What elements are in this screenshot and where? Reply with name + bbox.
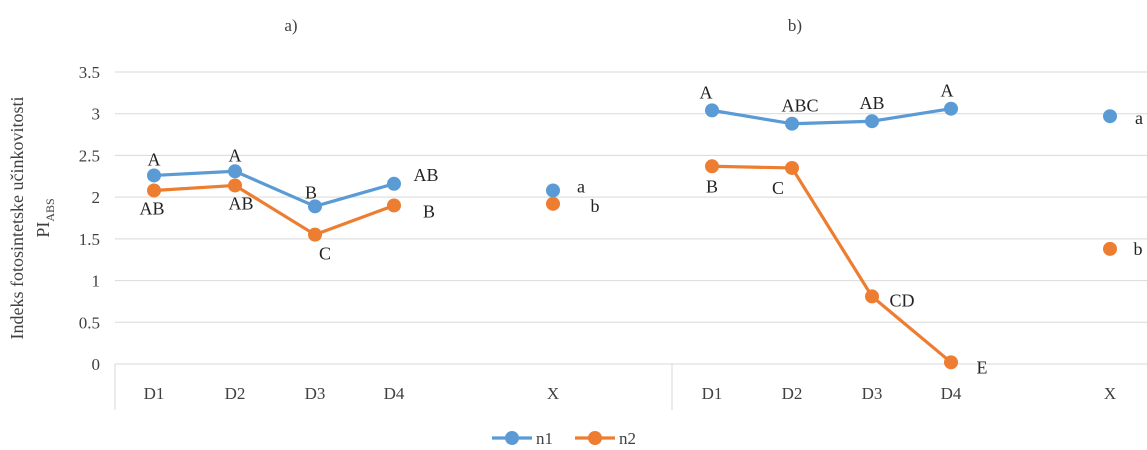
x-tick-label: D1 (702, 384, 723, 403)
data-label: AB (859, 93, 884, 113)
data-point (865, 114, 879, 129)
data-label: b (1134, 239, 1143, 259)
data-label: a (1135, 108, 1143, 128)
data-point (1103, 109, 1117, 124)
data-point (387, 176, 401, 191)
legend-label: n1 (536, 429, 553, 448)
data-label: B (305, 182, 317, 202)
data-point (308, 227, 322, 242)
x-tick-label: X (547, 384, 559, 403)
y-tick-label: 1 (92, 272, 101, 291)
x-tick-label: D4 (384, 384, 405, 403)
data-label: A (700, 82, 713, 102)
data-label: b (591, 196, 600, 216)
y-tick-label: 0 (92, 355, 101, 374)
data-label: AB (139, 198, 164, 218)
y-axis-title-main: PI (33, 222, 53, 238)
data-point (1103, 241, 1117, 256)
legend-marker (505, 431, 519, 445)
series-n1 (147, 164, 560, 214)
x-tick-label: D2 (782, 384, 803, 403)
legend-label: n2 (619, 429, 636, 448)
panel-labels: a) b) (284, 16, 802, 35)
x-tick-label: X (1104, 384, 1116, 403)
data-label: AB (413, 165, 438, 185)
data-point (785, 160, 799, 175)
panel-label: a) (284, 16, 297, 35)
x-tick-label: D3 (862, 384, 883, 403)
data-label: C (319, 244, 331, 264)
y-axis-label: Indeks fotosintetske učinkovitosti PIABS (7, 97, 57, 340)
data-label: CD (889, 290, 914, 310)
data-point (944, 101, 958, 116)
x-tick-label: D4 (941, 384, 962, 403)
x-tick-label: D3 (305, 384, 326, 403)
data-label: E (977, 357, 988, 377)
data-point (944, 355, 958, 370)
y-tick-label: 1.5 (79, 230, 100, 249)
data-label: B (423, 201, 435, 221)
series-group (147, 101, 1117, 370)
x-tick-label: D1 (144, 384, 165, 403)
legend-marker (588, 431, 602, 445)
data-point (308, 199, 322, 214)
data-point (228, 178, 242, 193)
data-point (785, 116, 799, 131)
series-line (711, 107, 952, 126)
panel-label: b) (788, 16, 802, 35)
data-point (705, 103, 719, 118)
y-tick-label: 3 (92, 105, 101, 124)
data-point (228, 164, 242, 179)
legend-item-n1: n1 (492, 429, 553, 448)
y-tick-label: 3.5 (79, 63, 100, 82)
x-axis-ticks: D1 D2 D3 D4 X D1 D2 D3 D4 X (144, 384, 1117, 403)
data-point (387, 198, 401, 213)
data-label: AB (228, 193, 253, 213)
series-line (153, 169, 395, 208)
legend-item-n2: n2 (575, 429, 636, 448)
data-point (147, 183, 161, 198)
data-label: ABC (781, 96, 818, 116)
series-line (153, 183, 395, 237)
y-tick-label: 0.5 (79, 313, 100, 332)
legend: n1 n2 (492, 429, 636, 448)
y-axis-title-subscript: ABS (43, 198, 57, 221)
data-label: a (577, 176, 585, 196)
series-n2 (147, 178, 560, 242)
gridlines (114, 71, 1147, 410)
data-point (546, 196, 560, 211)
y-axis-title-pi: PIABS (33, 198, 57, 237)
y-axis-title: Indeks fotosintetske učinkovitosti (7, 97, 27, 340)
series-n2 (705, 159, 1117, 370)
data-point (147, 168, 161, 183)
y-axis-ticks: 0 0.5 1 1.5 2 2.5 3 3.5 (79, 63, 100, 374)
y-tick-label: 2.5 (79, 146, 100, 165)
data-label: C (772, 178, 784, 198)
data-label: A (229, 145, 242, 165)
x-tick-label: D2 (225, 384, 246, 403)
data-point (546, 183, 560, 198)
series-n1 (705, 101, 1117, 131)
data-point (705, 159, 719, 174)
y-tick-label: 2 (92, 188, 101, 207)
data-label: B (706, 176, 718, 196)
data-point (865, 289, 879, 304)
data-label: A (148, 149, 161, 169)
data-label: A (941, 81, 954, 101)
series-line (711, 164, 953, 364)
